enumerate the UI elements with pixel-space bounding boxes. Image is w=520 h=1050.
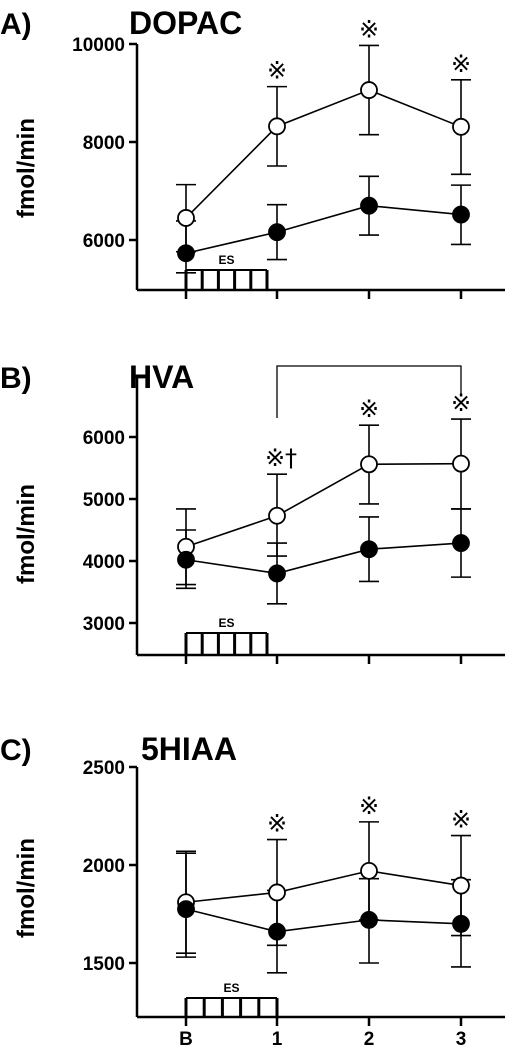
panel-dopac-chart: A) DOPAC fmol/min 10000 8000 6000 ES ※ ※ ※: [0, 5, 505, 299]
filled-circle-point: [177, 900, 195, 918]
x-tick-label: 1: [272, 1029, 283, 1050]
open-circle-point: [452, 454, 470, 473]
filled-circle-point: [360, 910, 378, 929]
open-circle-point: [452, 876, 470, 895]
open-circle-point: [268, 883, 286, 902]
open-circle-point: [268, 506, 286, 525]
open-circle-series-line: [185, 870, 462, 904]
stimulation-label: ES: [218, 253, 234, 267]
open-circle-series-line: [185, 89, 462, 219]
y-axis-label: fmol/min: [13, 484, 40, 584]
significance-bracket: [276, 365, 462, 418]
filled-circle-point: [268, 922, 286, 941]
panel-letter: A): [0, 8, 32, 41]
panel-title: 5HIAA: [141, 731, 237, 767]
stimulation-label: ES: [218, 616, 234, 630]
open-circle-point: [360, 81, 378, 99]
y-tick-label: 2500: [83, 758, 125, 779]
filled-circle-point: [177, 244, 195, 263]
open-circle-point: [268, 117, 286, 136]
y-tick-label: 1500: [83, 954, 125, 975]
filled-circle-point: [360, 196, 378, 215]
panel-title: DOPAC: [129, 5, 242, 41]
filled-circle-point: [452, 534, 470, 552]
stimulation-label: ES: [223, 981, 239, 995]
y-tick-label: 4000: [83, 552, 125, 573]
y-tick-label: 5000: [83, 490, 125, 511]
y-tick-label: 10000: [72, 35, 125, 56]
filled-circle-point: [177, 550, 195, 569]
y-axis-label: fmol/min: [13, 118, 40, 218]
panel-hva-chart: B) HVA fmol/min 6000 5000 4000 3000 ES ※† ※ ※: [0, 359, 505, 664]
filled-circle-series-line: [185, 204, 462, 255]
filled-circle-point: [452, 914, 470, 933]
y-tick-label: 6000: [83, 231, 125, 252]
significance-marker: ※†: [265, 444, 297, 472]
significance-marker: ※: [451, 806, 471, 834]
filled-circle-point: [268, 564, 286, 583]
panel-letter: B): [0, 362, 32, 395]
open-circle-point: [177, 209, 195, 227]
significance-marker: ※: [359, 15, 379, 43]
panel-letter: C): [0, 734, 32, 767]
filled-circle-point: [268, 223, 286, 242]
significance-marker: ※: [267, 810, 287, 838]
significance-marker: ※: [359, 792, 379, 820]
open-circle-series-line: [185, 462, 462, 548]
open-circle-point: [452, 117, 470, 136]
y-tick-label: 3000: [83, 614, 125, 635]
y-tick-label: 8000: [83, 133, 125, 154]
panel-title: HVA: [129, 359, 194, 395]
x-tick-label: 2: [364, 1029, 375, 1050]
filled-circle-series-line: [185, 908, 462, 933]
significance-marker: ※: [267, 57, 287, 85]
significance-marker: ※: [359, 395, 379, 423]
filled-circle-point: [360, 540, 378, 559]
y-axis-label: fmol/min: [13, 838, 40, 938]
open-circle-point: [360, 455, 378, 474]
y-tick-label: 6000: [83, 428, 125, 449]
panel-5hiaa-chart: C) 5HIAA fmol/min 2500 2000 1500 B 1 2 3 ES ※ ※ ※: [0, 731, 505, 1050]
x-tick-label: B: [179, 1029, 193, 1050]
open-circle-point: [360, 861, 378, 880]
filled-circle-series-line: [185, 542, 462, 575]
filled-circle-point: [452, 205, 470, 224]
y-tick-label: 2000: [83, 856, 125, 877]
significance-marker: ※: [451, 389, 471, 417]
x-tick-label: 3: [456, 1029, 467, 1050]
significance-marker: ※: [451, 50, 471, 78]
